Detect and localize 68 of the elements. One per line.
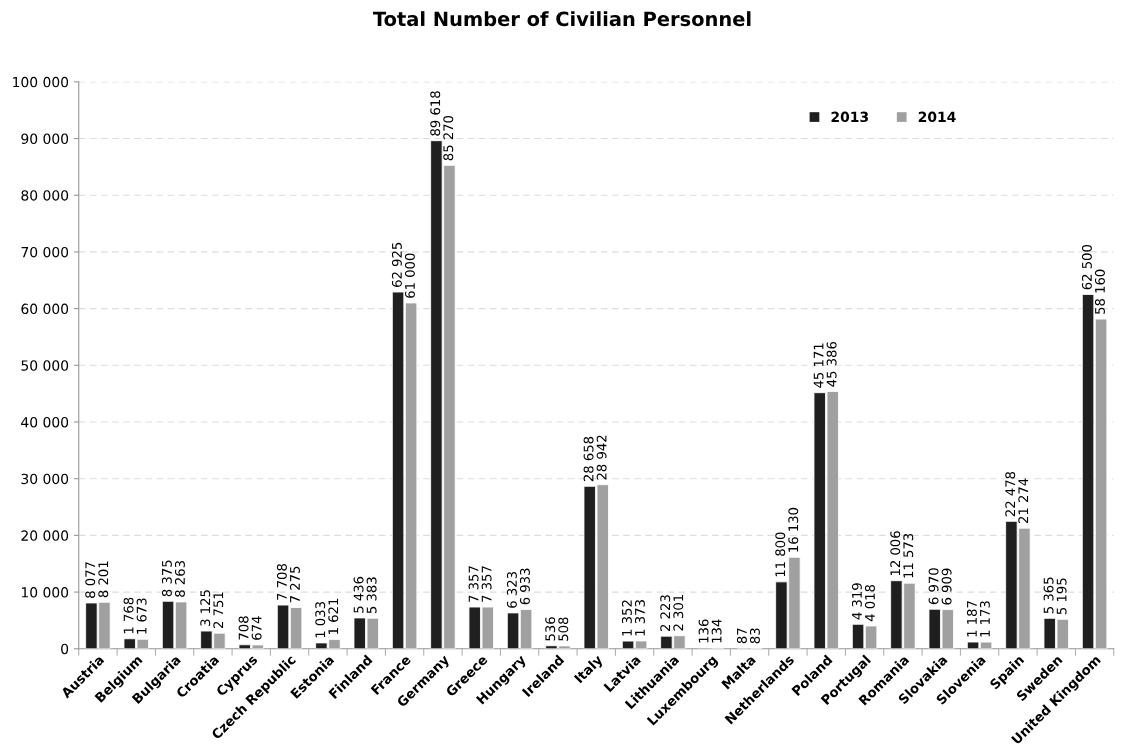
data-label: 5 383 — [366, 577, 377, 614]
y-tick-label: 10 000 — [21, 587, 69, 598]
data-label: 16 130 — [788, 507, 799, 552]
y-tick-label: 60 000 — [21, 303, 69, 315]
data-label: 62 925 — [391, 242, 402, 287]
y-tick-label: 40 000 — [21, 416, 69, 428]
data-label: 1 373 — [634, 600, 645, 636]
data-label: 1 033 — [315, 602, 326, 638]
data-label: 1 187 — [966, 601, 977, 637]
data-label: 8 263 — [174, 561, 185, 597]
data-label: 136 — [698, 619, 709, 643]
data-label: 61 000 — [404, 253, 415, 298]
data-label: 1 768 — [123, 597, 134, 634]
data-label: 708 — [238, 616, 249, 640]
data-label: 87 — [736, 628, 747, 644]
data-label: 11 800 — [775, 532, 786, 577]
data-label: 134 — [711, 619, 722, 643]
data-label: 5 195 — [1056, 578, 1067, 615]
y-tick-label: 100 000 — [13, 76, 69, 88]
y-tick-label: 70 000 — [21, 246, 69, 258]
data-label: 1 173 — [979, 601, 990, 637]
data-label: 8 375 — [161, 560, 172, 597]
data-label: 7 275 — [289, 566, 300, 603]
data-label: 508 — [558, 617, 569, 641]
data-label: 11 573 — [903, 533, 914, 578]
data-label: 3 125 — [200, 590, 211, 626]
data-label: 674 — [251, 616, 262, 640]
data-label: 58 160 — [1094, 269, 1105, 314]
data-label: 45 171 — [813, 343, 824, 388]
data-label: 22 478 — [1005, 471, 1016, 517]
data-label: 7 708 — [276, 564, 287, 600]
data-label: 1 621 — [328, 598, 339, 634]
data-label: 4 319 — [851, 583, 862, 620]
data-label: 85 270 — [443, 115, 454, 161]
data-label: 62 500 — [1081, 244, 1092, 290]
data-label: 7 357 — [481, 566, 492, 602]
data-label: 89 618 — [430, 91, 441, 136]
data-label: 536 — [545, 617, 556, 641]
y-tick-label: 50 000 — [21, 360, 69, 371]
data-label: 6 933 — [519, 568, 530, 605]
data-label: 7 357 — [468, 566, 479, 602]
data-label: 8 077 — [85, 562, 96, 598]
data-label: 83 — [749, 628, 760, 644]
y-tick-label: 20 000 — [21, 530, 69, 541]
data-label: 2 751 — [213, 592, 224, 629]
data-label: 6 323 — [506, 572, 517, 608]
data-label: 2 223 — [660, 595, 671, 632]
data-label: 6 909 — [941, 568, 952, 605]
data-label: 5 436 — [353, 576, 364, 613]
data-label: 6 970 — [928, 568, 939, 605]
data-label: 12 006 — [890, 531, 901, 576]
y-tick-label: 30 000 — [21, 473, 69, 485]
y-tick-label: 0 — [61, 643, 69, 655]
data-label: 5 365 — [1043, 577, 1054, 614]
data-label: 21 274 — [1018, 478, 1029, 524]
data-label: 28 942 — [596, 435, 607, 480]
data-label: 1 352 — [621, 600, 632, 636]
y-tick-label: 80 000 — [21, 190, 69, 201]
legend-label: 2013 — [831, 111, 868, 123]
data-label: 4 018 — [864, 584, 875, 622]
y-tick-label: 90 000 — [21, 133, 69, 145]
data-label: 8 201 — [98, 561, 109, 598]
data-label: 2 301 — [673, 595, 684, 631]
data-label: 1 673 — [136, 598, 147, 634]
legend-label: 2014 — [918, 111, 956, 123]
chart-title: Total Number of Civilian Personnel — [373, 11, 751, 27]
data-label: 45 386 — [826, 341, 837, 387]
data-label: 28 658 — [583, 436, 594, 482]
